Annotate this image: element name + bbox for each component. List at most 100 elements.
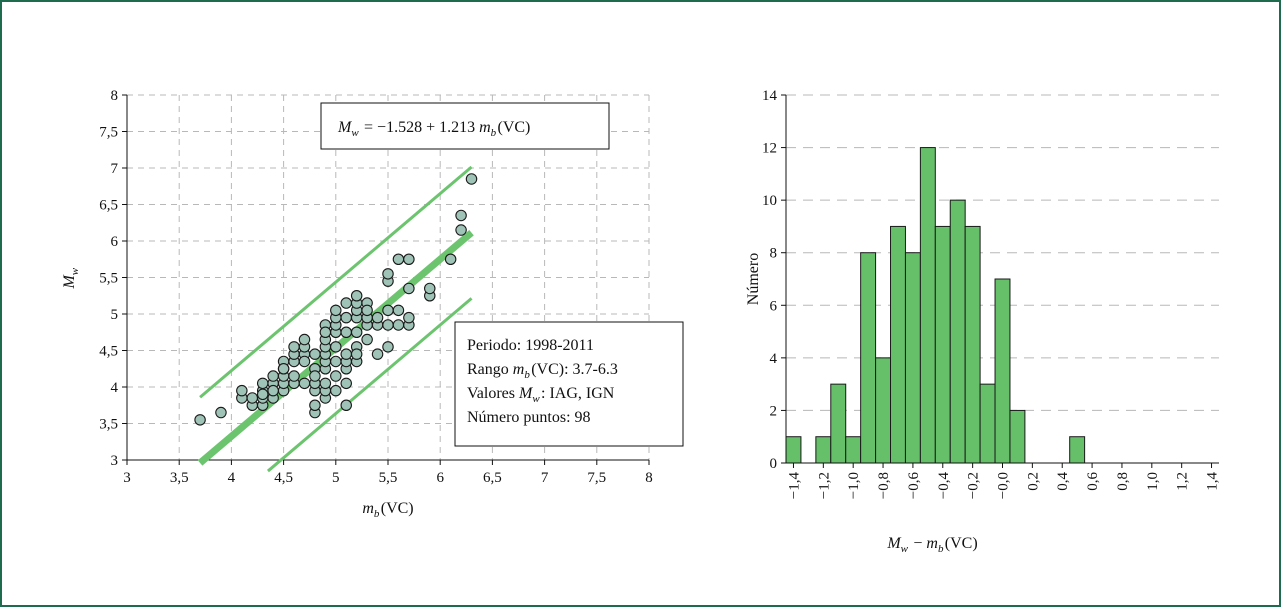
- scatter-point: [392, 319, 405, 331]
- scatter-y-tick-label: 4: [111, 380, 119, 396]
- scatter-point: [267, 370, 279, 382]
- scatter-x-axis-label: mb (VC): [362, 500, 413, 520]
- scatter-point: [340, 326, 352, 338]
- scatter-point: [371, 348, 384, 360]
- info-rango: Rango mb (VC): 3.7-6.3: [467, 361, 618, 381]
- scatter-point: [465, 173, 478, 185]
- scatter-y-tick-label: 3: [111, 453, 119, 469]
- scatter-point: [246, 392, 259, 404]
- histogram-y-tick-label: 6: [770, 298, 778, 314]
- info-numero: Número puntos: 98: [467, 409, 591, 426]
- scatter-point: [455, 209, 467, 222]
- scatter-y-tick-label: 6,5: [99, 198, 118, 214]
- scatter-point: [194, 414, 206, 426]
- scatter-point: [382, 319, 394, 331]
- scatter-point: [340, 311, 352, 324]
- scatter-x-tick-label: 3: [123, 470, 131, 486]
- scatter-point: [340, 377, 352, 390]
- histogram-bar: [994, 278, 1011, 464]
- scatter-chart: 3 3,5 4 4,5 5 5,5 6 6,5 7 7,5 8 3 3,5 4 4,5 5 5,5 6 6,5 7 7…: [61, 88, 684, 520]
- histogram-y-tick-label: 8: [770, 246, 778, 262]
- scatter-point: [256, 377, 269, 390]
- scatter-point: [330, 355, 342, 368]
- histogram-y-tick-label: 0: [770, 456, 778, 472]
- histogram-bar: [785, 436, 802, 464]
- scatter-point: [330, 304, 342, 317]
- histogram-bar: [979, 383, 996, 464]
- histogram-bar: [934, 225, 951, 464]
- scatter-x-tick-label: 7,5: [587, 470, 606, 486]
- histogram-bar: [875, 357, 892, 464]
- scatter-point: [330, 384, 342, 397]
- scatter-point: [298, 333, 311, 346]
- scatter-point: [361, 333, 373, 346]
- histogram-bar: [890, 225, 906, 464]
- histogram-chart: −1,4 −1,2 −1,0 −0,8 −0,6 −0,4 −0,2 −0,0 0,2 0,4 0,…: [745, 88, 1221, 555]
- scatter-point: [277, 362, 290, 375]
- scatter-point: [382, 304, 394, 317]
- histogram-bar: [964, 225, 981, 464]
- scatter-point: [267, 384, 279, 397]
- scatter-point: [403, 282, 415, 295]
- histogram-x-tick-label: 1,0: [1145, 472, 1161, 491]
- scatter-y-tick-label: 7: [111, 161, 119, 177]
- scatter-point: [298, 355, 311, 368]
- histogram-bar: [815, 436, 832, 464]
- histogram-x-axis-label: Mw − mb (VC): [886, 535, 977, 555]
- histogram-bars: [785, 147, 1086, 464]
- scatter-points: [194, 173, 478, 426]
- scatter-y-tick-label: 5,5: [99, 271, 118, 287]
- histogram-x-tick-label: −0,8: [876, 472, 892, 499]
- histogram-bar: [919, 147, 936, 464]
- scatter-point: [309, 399, 321, 411]
- info-valores: Valores Mw : IAG, IGN: [467, 385, 615, 405]
- scatter-y-ticks: 3 3,5 4 4,5 5 5,5 6 6,5 7 7,5 8: [99, 88, 127, 469]
- scatter-point: [298, 377, 311, 390]
- scatter-x-tick-label: 3,5: [170, 470, 189, 486]
- scatter-point: [350, 289, 363, 302]
- scatter-x-tick-label: 8: [645, 470, 653, 486]
- histogram-bar: [1069, 436, 1086, 464]
- histogram-x-tick-label: 0,4: [1055, 472, 1071, 491]
- histogram-bar: [830, 383, 847, 464]
- scatter-bound-line: [199, 165, 473, 399]
- scatter-y-tick-label: 4,5: [99, 344, 118, 360]
- scatter-x-tick-label: 5: [332, 470, 340, 486]
- scatter-point: [288, 370, 300, 382]
- histogram-bar: [860, 252, 877, 464]
- scatter-point: [350, 326, 363, 338]
- scatter-x-tick-label: 5,5: [379, 470, 398, 486]
- histogram-x-tick-label: −0,4: [936, 472, 952, 500]
- scatter-point: [403, 253, 415, 266]
- histogram-x-tick-label: 1,2: [1175, 472, 1191, 491]
- histogram-bar: [845, 436, 862, 464]
- scatter-point: [340, 399, 352, 411]
- scatter-point: [403, 311, 415, 324]
- scatter-point: [382, 268, 394, 280]
- histogram-bar: [1009, 409, 1026, 464]
- scatter-x-tick-label: 4: [228, 470, 236, 486]
- histogram-x-tick-label: 0,8: [1115, 472, 1131, 491]
- scatter-y-axis-label: Mw: [61, 266, 81, 289]
- scatter-bound-line: [266, 297, 473, 473]
- histogram-y-ticks: 0 2 4 6 8 10 12 14: [762, 88, 786, 472]
- histogram-y-tick-label: 12: [762, 141, 777, 157]
- histogram-y-tick-label: 4: [770, 351, 778, 367]
- scatter-y-tick-label: 5: [111, 307, 119, 323]
- scatter-point: [330, 341, 342, 353]
- scatter-point: [309, 348, 321, 360]
- equation-box: Mw = −1.528 + 1.213 mb (VC): [320, 102, 610, 150]
- histogram-x-ticks: −1,4 −1,2 −1,0 −0,8 −0,6 −0,4 −0,2 −0,0 0,2 0,4 0,…: [786, 463, 1221, 500]
- scatter-x-ticks: 3 3,5 4 4,5 5 5,5 6 6,5 7 7,5 8: [123, 460, 653, 486]
- histogram-bar: [904, 252, 921, 464]
- histogram-y-tick-label: 10: [762, 193, 777, 209]
- histogram-x-tick-label: −1,0: [846, 472, 862, 499]
- scatter-point: [350, 348, 363, 360]
- info-periodo: Periodo: 1998-2011: [467, 337, 594, 354]
- scatter-point: [288, 341, 300, 353]
- scatter-point: [236, 384, 248, 397]
- scatter-point: [330, 370, 342, 382]
- scatter-x-tick-label: 7: [541, 470, 549, 486]
- scatter-point: [392, 304, 405, 317]
